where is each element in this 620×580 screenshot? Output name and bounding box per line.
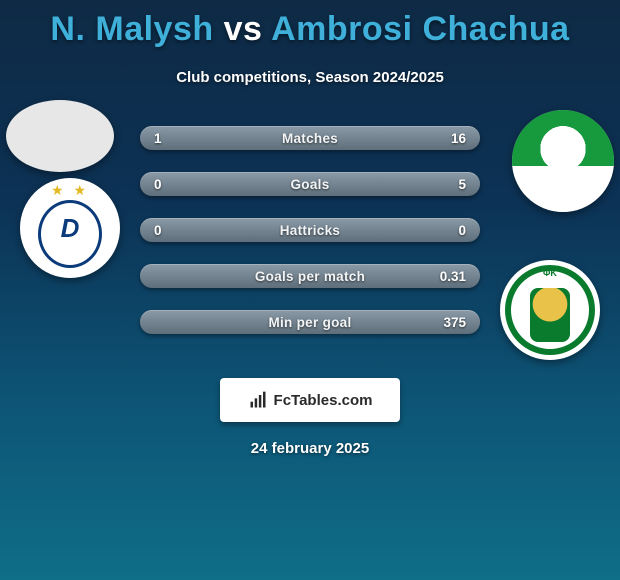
stat-label: Goals [209,177,411,192]
subtitle: Club competitions, Season 2024/2025 [0,69,620,86]
stat-row: 1 Matches 16 [140,126,480,150]
player1-club-badge: ★ ★ [20,178,120,278]
badge-stars-icon: ★ ★ [20,182,120,199]
badge2-top-text: ΦK [500,268,600,278]
bar-chart-icon [248,390,268,410]
stat-label: Hattricks [209,223,411,238]
stat-label: Matches [209,131,411,146]
stat-label: Goals per match [209,269,411,284]
generated-date: 24 february 2025 [0,440,620,457]
stat-left-value: 0 [154,223,209,238]
player2-avatar [512,110,614,212]
comparison-title: N. Malysh vs Ambrosi Chachua [0,0,620,49]
fctables-badge[interactable]: FcTables.com [220,378,400,422]
stat-left-value: 0 [154,177,209,192]
stat-right-value: 0.31 [411,269,466,284]
vs-text: vs [224,10,263,48]
player1-name: N. Malysh [50,10,213,48]
stat-right-value: 375 [411,315,466,330]
stat-row: 0 Hattricks 0 [140,218,480,242]
player1-avatar [6,100,114,172]
stat-left-value: 1 [154,131,209,146]
stat-right-value: 0 [411,223,466,238]
stat-row: Goals per match 0.31 [140,264,480,288]
fctables-text: FcTables.com [274,392,373,409]
stat-label: Min per goal [209,315,411,330]
player2-name: Ambrosi Chachua [271,10,569,48]
stat-right-value: 5 [411,177,466,192]
stat-right-value: 16 [411,131,466,146]
stat-row: 0 Goals 5 [140,172,480,196]
player2-club-badge: ΦK [500,260,600,360]
stats-table: 1 Matches 16 0 Goals 5 0 Hattricks 0 Goa… [140,126,480,334]
stat-row: Min per goal 375 [140,310,480,334]
